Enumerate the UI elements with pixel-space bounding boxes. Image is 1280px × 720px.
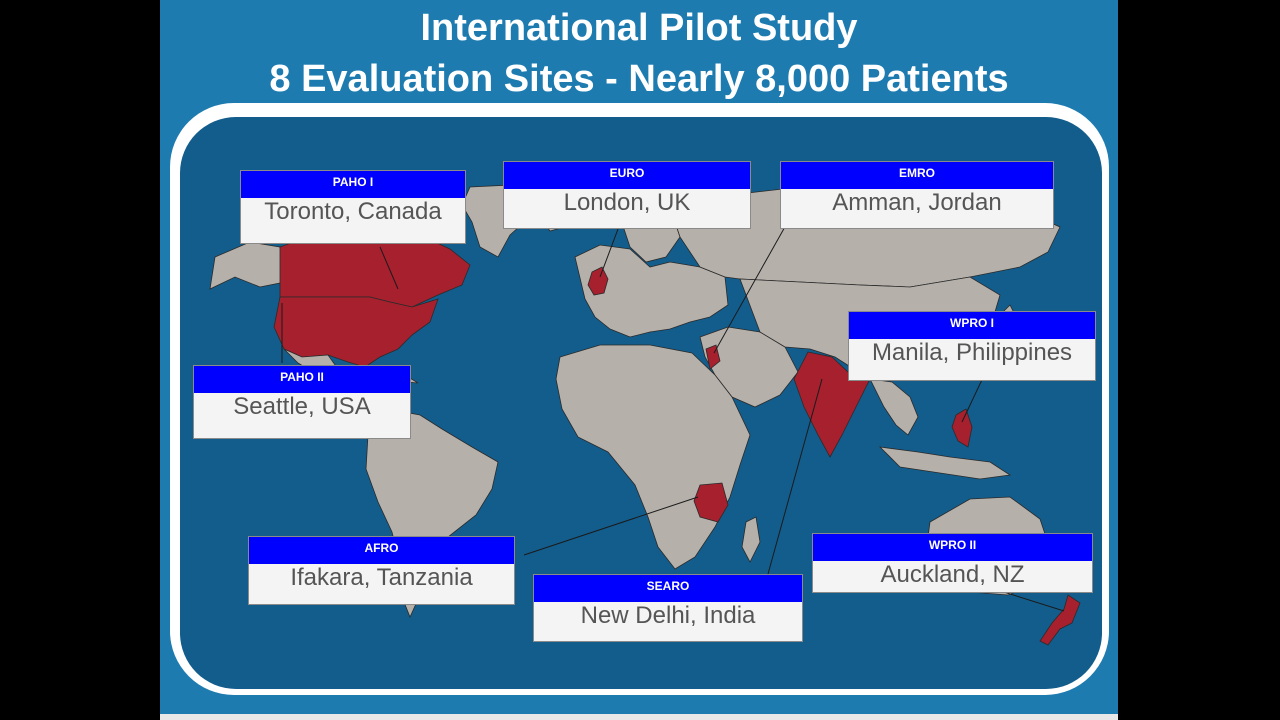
city-label: Toronto, Canada [264,198,442,225]
slide-subtitle: 8 Evaluation Sites - Nearly 8,000 Patien… [269,58,1009,100]
region-label: EMRO [781,162,1053,189]
region-label: SEARO [534,575,802,602]
region-label: WPRO I [849,312,1095,339]
new-zealand [1039,594,1081,646]
philippines [951,408,973,448]
leader-line-toronto [379,246,399,290]
region-label: PAHO I [241,171,465,198]
leader-line-amman [713,224,787,354]
city-label: Amman, Jordan [832,189,1002,216]
site-callout-wpro-ii: WPRO II Auckland, NZ [812,533,1093,593]
europe [574,244,729,338]
region-label: PAHO II [194,366,410,393]
slide: International Pilot Study 8 Evaluation S… [160,0,1118,720]
slide-bottom-edge [160,714,1118,720]
site-callout-paho-i: PAHO I Toronto, Canada [240,170,466,244]
city-label: Seattle, USA [233,393,371,420]
site-callout-afro: AFRO Ifakara, Tanzania [248,536,515,605]
indonesia [878,446,1012,480]
city-label: Ifakara, Tanzania [290,564,473,591]
tanzania [693,482,729,523]
leader-line-london [599,228,619,278]
site-callout-paho-ii: PAHO II Seattle, USA [193,365,411,439]
alaska [209,241,286,290]
region-label: EURO [504,162,750,189]
city-label: Manila, Philippines [871,339,1073,366]
jordan [705,344,721,370]
site-callout-emro: EMRO Amman, Jordan [780,161,1054,229]
site-callout-searo: SEARO New Delhi, India [533,574,803,642]
city-label: London, UK [563,189,691,216]
united-kingdom [587,266,609,296]
site-callout-wpro-i: WPRO I Manila, Philippines [848,311,1096,381]
madagascar [741,516,761,563]
region-label: AFRO [249,537,514,564]
leader-line-new-delhi [767,378,823,575]
site-callout-euro: EURO London, UK [503,161,751,229]
city-label: New Delhi, India [580,602,756,629]
leader-line-ifakara [523,496,699,556]
region-label: WPRO II [813,534,1092,561]
southeast-asia [869,378,919,436]
city-label: Auckland, NZ [880,561,1025,588]
slide-title: International Pilot Study [420,7,858,49]
